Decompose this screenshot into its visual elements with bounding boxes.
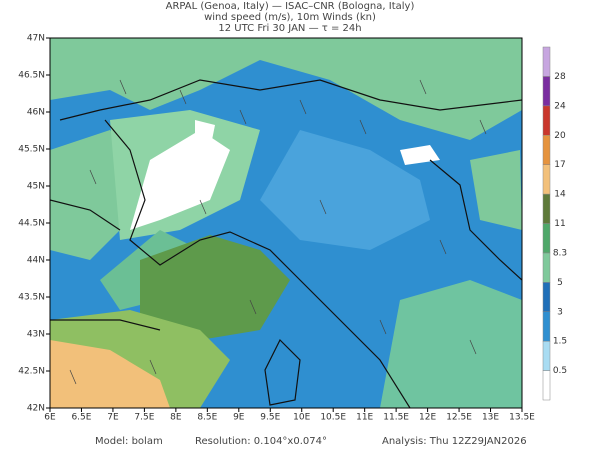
footer-resolution: Resolution: 0.104°x0.074° xyxy=(195,436,327,447)
lon-label: 6.5E xyxy=(71,413,91,423)
lon-label: 11E xyxy=(356,413,373,423)
colorbar-segment xyxy=(542,105,551,136)
colorbar-segment xyxy=(542,252,551,283)
lon-label: 13.5E xyxy=(509,413,535,423)
lon-label: 8E xyxy=(170,413,182,423)
lat-label: 42.5N xyxy=(18,367,45,377)
map xyxy=(50,38,522,408)
colorbar-label: 20 xyxy=(554,131,566,141)
footer-model: Model: bolam xyxy=(95,436,163,447)
colorbar-segment xyxy=(542,370,551,401)
lon-label: 9.5E xyxy=(260,413,280,423)
colorbar-label: 17 xyxy=(554,160,565,170)
colorbar-segment xyxy=(542,135,551,165)
colorbar-label: 5 xyxy=(557,278,563,288)
lon-label: 6E xyxy=(44,413,56,423)
header-line: wind speed (m/s), 10m Winds (kn) xyxy=(204,12,376,23)
colorbar-segment xyxy=(542,340,551,371)
colorbar-label: 28 xyxy=(554,72,566,82)
footer-analysis: Analysis: Thu 12Z29JAN2026 xyxy=(382,436,527,447)
lon-label: 12E xyxy=(419,413,436,423)
lat-label: 46.5N xyxy=(18,71,45,81)
colorbar-segment xyxy=(542,223,551,254)
colorbar-label: 1.5 xyxy=(553,337,567,347)
lon-label: 10.5E xyxy=(320,413,346,423)
colorbar-label: 11 xyxy=(554,219,565,229)
lat-label: 45.5N xyxy=(18,145,45,155)
lon-label: 13E xyxy=(482,413,499,423)
lon-label: 12.5E xyxy=(446,413,472,423)
colorbar-segment xyxy=(542,193,551,224)
lon-label: 8.5E xyxy=(197,413,217,423)
colorbar-label: 14 xyxy=(554,190,566,200)
lat-label: 45N xyxy=(27,182,45,192)
lon-label: 9E xyxy=(233,413,245,423)
lon-label: 7.5E xyxy=(134,413,154,423)
colorbar-label: 24 xyxy=(554,101,566,111)
lat-label: 44N xyxy=(27,256,45,266)
colorbar-segment xyxy=(542,164,551,195)
colorbar-segment xyxy=(542,46,551,77)
lat-label: 42N xyxy=(27,404,45,414)
colorbar-segment xyxy=(542,282,551,313)
lat-label: 47N xyxy=(27,34,45,44)
lat-label: 46N xyxy=(27,108,45,118)
colorbar-label: 0.5 xyxy=(553,366,567,376)
lon-label: 10E xyxy=(293,413,310,423)
lat-label: 43N xyxy=(27,330,45,340)
header-line: 12 UTC Fri 30 JAN — τ = 24h xyxy=(218,23,361,34)
colorbar-label: 8.3 xyxy=(553,248,567,258)
colorbar: 28 24 20 17 14 11 8.3 5 3 1.5 0.5 xyxy=(542,46,567,401)
colorbar-label: 3 xyxy=(557,307,563,317)
header-line: ARPAL (Genoa, Italy) — ISAC–CNR (Bologna… xyxy=(166,1,415,12)
lon-label: 11.5E xyxy=(383,413,409,423)
colorbar-segment xyxy=(542,311,551,342)
lat-label: 44.5N xyxy=(18,219,45,229)
colorbar-segment xyxy=(542,76,551,107)
lon-label: 7E xyxy=(107,413,119,423)
lat-label: 43.5N xyxy=(18,293,45,303)
